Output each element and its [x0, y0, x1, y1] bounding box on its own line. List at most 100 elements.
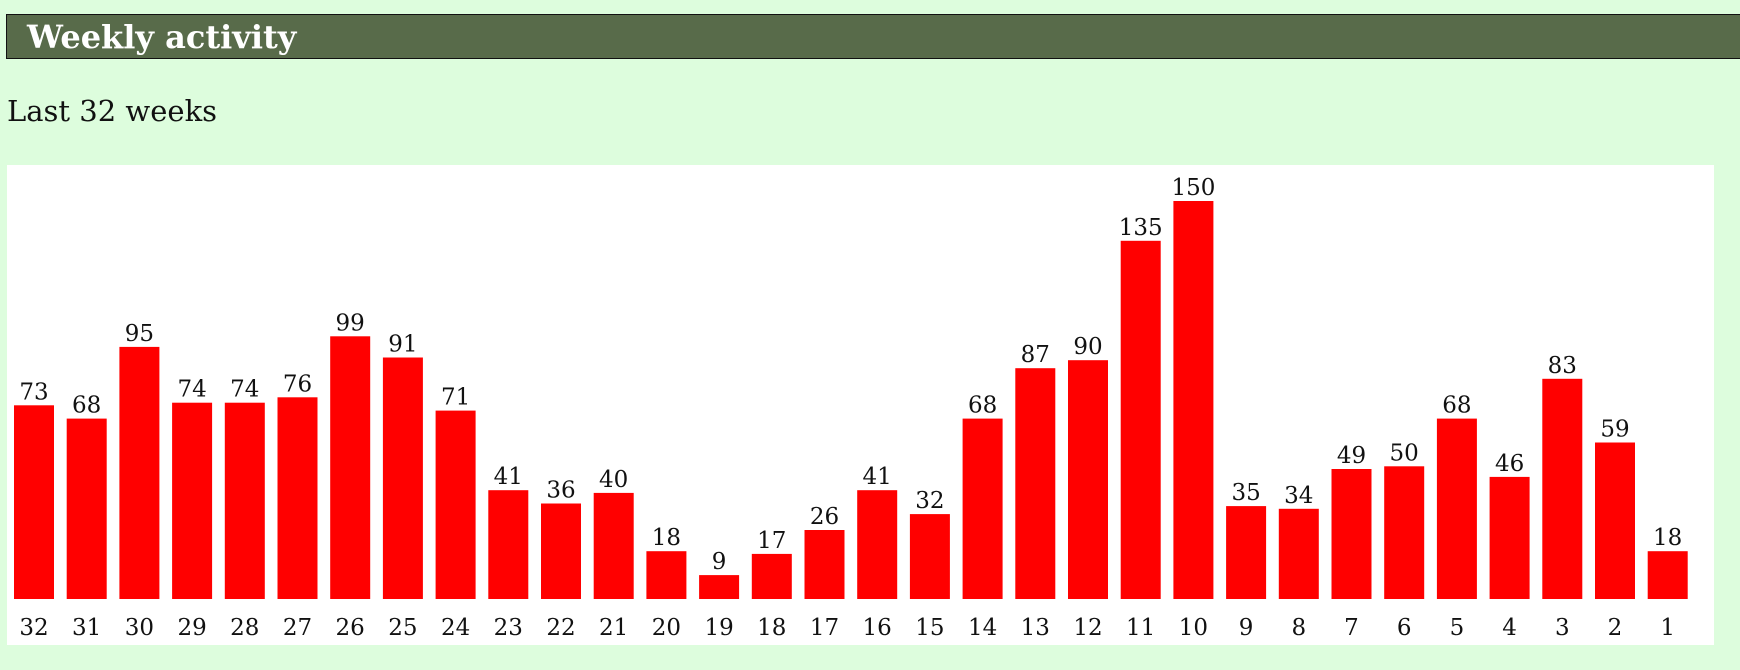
x-tick-label: 8: [1291, 615, 1306, 641]
bar-week-28: [224, 402, 265, 599]
bar-value-label: 46: [1495, 451, 1524, 477]
x-tick-label: 13: [1021, 615, 1050, 641]
x-tick-label: 16: [863, 615, 892, 641]
bar-week-8: [1278, 508, 1319, 599]
x-tick-label: 29: [177, 615, 206, 641]
bar-week-15: [909, 514, 950, 599]
bar-week-11: [1120, 240, 1161, 600]
bar-week-24: [435, 410, 476, 599]
bar-week-23: [488, 490, 529, 599]
bar-value-label: 71: [441, 385, 470, 411]
bar-value-label: 83: [1548, 353, 1577, 379]
x-tick-label: 4: [1502, 615, 1517, 641]
x-tick-label: 9: [1239, 615, 1254, 641]
bar-value-label: 18: [652, 525, 681, 551]
bar-value-label: 34: [1284, 483, 1313, 509]
bar-value-label: 74: [177, 377, 206, 403]
bar-value-label: 91: [388, 332, 417, 358]
bar-week-3: [1542, 378, 1583, 599]
x-tick-label: 20: [652, 615, 681, 641]
bar-value-label: 90: [1073, 334, 1102, 360]
bar-week-12: [1068, 360, 1108, 599]
bar-value-label: 41: [494, 464, 523, 490]
bar-value-label: 99: [336, 310, 365, 336]
bar-week-21: [593, 492, 634, 599]
bar-value-label: 35: [1231, 480, 1260, 506]
bar-week-6: [1384, 466, 1425, 599]
section-title: Weekly activity: [27, 18, 297, 56]
bar-value-label: 50: [1390, 440, 1419, 466]
x-tick-label: 26: [336, 615, 365, 641]
x-tick-label: 5: [1450, 615, 1465, 641]
x-tick-label: 21: [599, 615, 628, 641]
x-tick-label: 28: [230, 615, 259, 641]
bar-value-label: 26: [810, 504, 839, 530]
x-tick-label: 25: [388, 615, 417, 641]
x-tick-label: 24: [441, 615, 470, 641]
bar-value-label: 36: [546, 478, 575, 504]
x-tick-label: 11: [1126, 615, 1155, 641]
bar-value-label: 49: [1337, 443, 1366, 469]
x-tick-label: 30: [125, 615, 154, 641]
bar-week-29: [172, 402, 213, 599]
bar-week-4: [1489, 476, 1530, 599]
bar-chart-svg: 7332683195307429742876279926912571244123…: [14, 175, 1688, 641]
bar-value-label: 59: [1600, 417, 1629, 443]
bar-value-label: 74: [230, 377, 259, 403]
bar-value-label: 68: [72, 393, 101, 419]
x-tick-label: 6: [1397, 615, 1412, 641]
bar-value-label: 87: [1021, 342, 1050, 368]
x-tick-label: 17: [810, 615, 839, 641]
bar-value-label: 18: [1653, 525, 1682, 551]
bar-value-label: 68: [968, 393, 997, 419]
x-tick-label: 32: [19, 615, 48, 641]
x-tick-label: 10: [1179, 615, 1208, 641]
bar-week-13: [1015, 368, 1056, 599]
x-tick-label: 31: [72, 615, 101, 641]
bar-week-10: [1173, 201, 1214, 599]
bar-week-16: [857, 490, 898, 599]
bar-value-label: 76: [283, 371, 312, 397]
bar-week-20: [646, 551, 687, 599]
bar-value-label: 73: [19, 379, 48, 405]
bar-week-22: [541, 503, 581, 599]
bar-value-label: 41: [863, 464, 892, 490]
x-tick-label: 23: [494, 615, 523, 641]
bar-value-label: 17: [757, 528, 786, 554]
bar-week-7: [1331, 469, 1372, 599]
chart-subtitle: Last 32 weeks: [7, 94, 218, 128]
bar-week-31: [66, 418, 107, 599]
bar-week-17: [804, 530, 845, 599]
bar-value-label: 150: [1171, 175, 1215, 201]
bar-week-32: [14, 405, 54, 599]
x-tick-label: 1: [1660, 615, 1675, 641]
bar-week-25: [382, 357, 423, 599]
x-tick-label: 7: [1344, 615, 1359, 641]
x-tick-label: 12: [1073, 615, 1102, 641]
bar-week-18: [751, 553, 792, 599]
bar-week-9: [1226, 506, 1267, 599]
bar-week-27: [277, 397, 318, 599]
x-tick-label: 14: [968, 615, 997, 641]
x-tick-label: 3: [1555, 615, 1570, 641]
bar-week-2: [1595, 442, 1635, 599]
bar-week-1: [1647, 551, 1688, 599]
x-tick-label: 19: [704, 615, 733, 641]
bar-value-label: 9: [712, 549, 727, 575]
bar-week-14: [962, 418, 1003, 599]
x-tick-label: 2: [1608, 615, 1623, 641]
bar-value-label: 32: [915, 488, 944, 514]
weekly-activity-chart: 73 32 68 31 95 30 74 29 74 28 76 27 99 26 91 25 71 24 41 23…: [7, 165, 1714, 645]
x-tick-label: 27: [283, 615, 312, 641]
bar-week-30: [119, 346, 160, 599]
bar-value-label: 40: [599, 467, 628, 493]
x-tick-label: 18: [757, 615, 786, 641]
bar-week-26: [330, 336, 371, 599]
bar-value-label: 68: [1442, 393, 1471, 419]
x-tick-label: 15: [915, 615, 944, 641]
section-header: Weekly activity: [6, 14, 1740, 59]
x-tick-label: 22: [546, 615, 575, 641]
bar-week-5: [1436, 418, 1477, 599]
bar-value-label: 135: [1119, 215, 1163, 241]
bar-week-19: [699, 575, 740, 599]
